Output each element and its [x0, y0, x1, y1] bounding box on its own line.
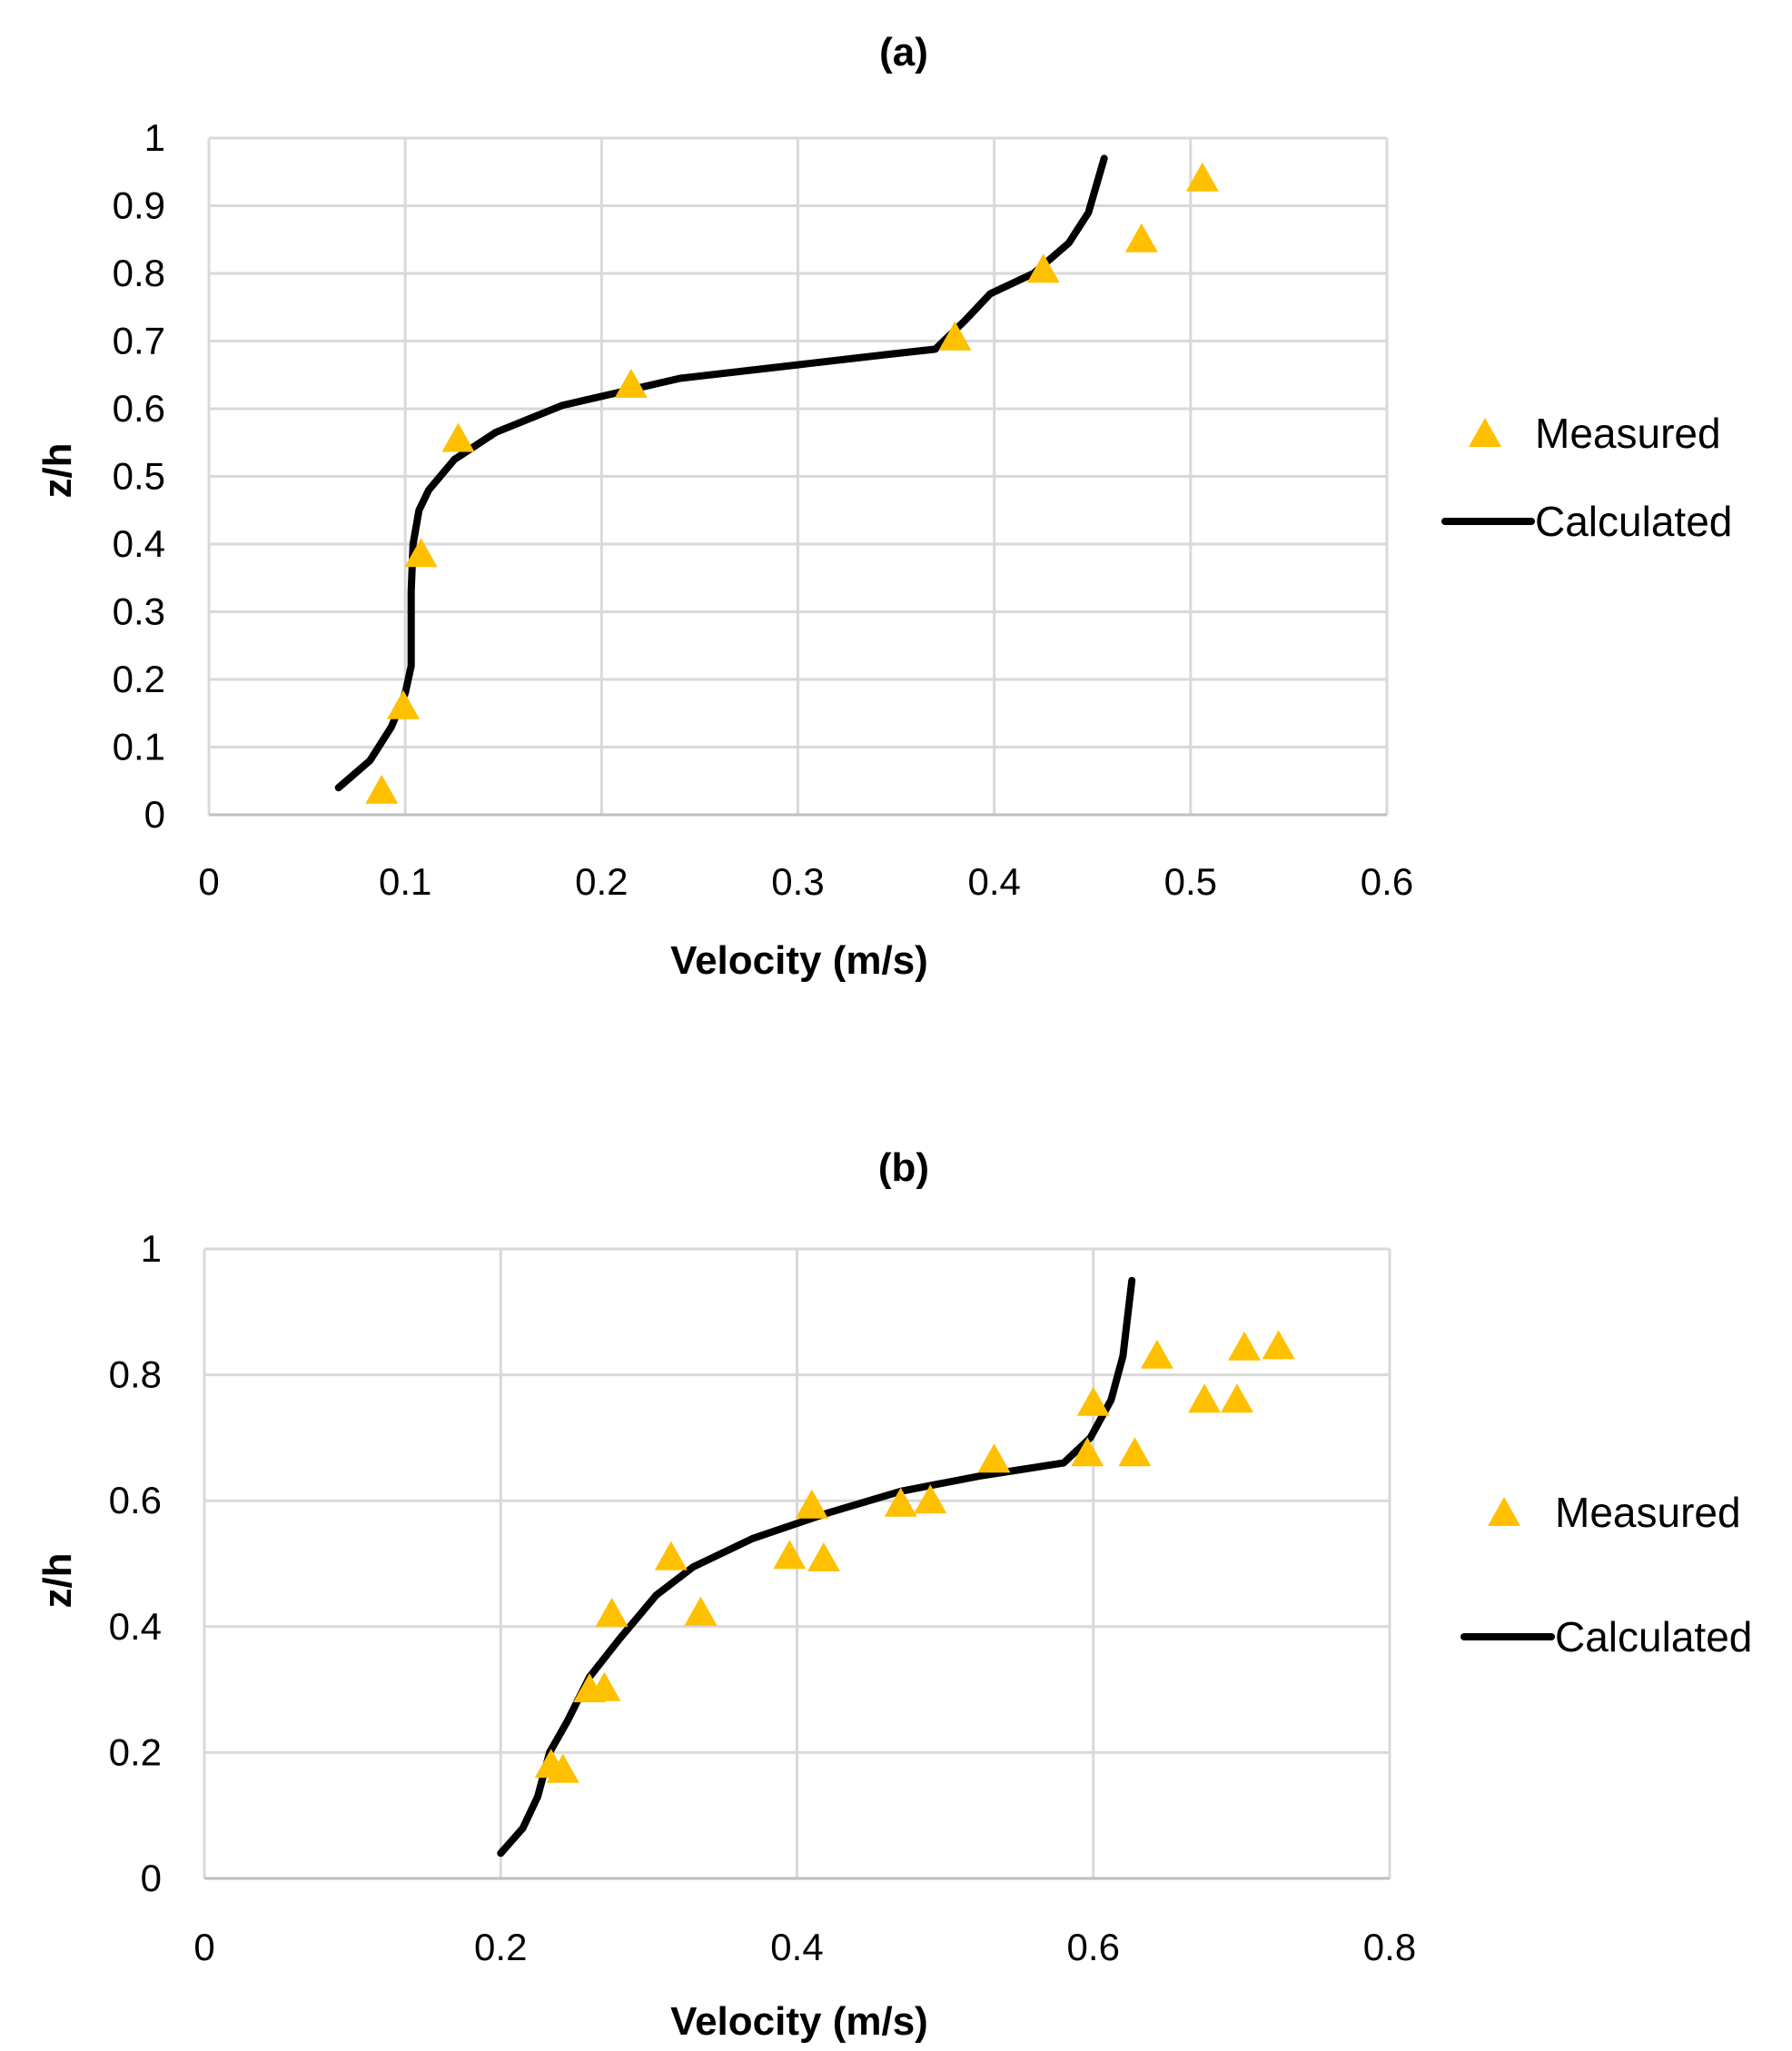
chart-b-measured-point — [807, 1542, 840, 1571]
chart-a-grid — [207, 136, 1389, 817]
chart-b-measured-point — [1076, 1386, 1110, 1416]
chart-b-legend-measured-marker — [1488, 1497, 1520, 1526]
chart-a-measured-point — [938, 321, 972, 351]
chart-a-xtick-label: 0 — [198, 860, 219, 903]
chart-b-legend-calculated-label: Calculated — [1555, 1613, 1752, 1660]
chart-b-legend-measured-label: Measured — [1555, 1489, 1741, 1536]
chart-a-xtick-label: 0.3 — [771, 860, 824, 903]
chart-b-measured-point — [1140, 1339, 1173, 1369]
chart-b-measured-point — [1221, 1383, 1253, 1413]
chart-b-measured-point — [684, 1596, 718, 1626]
chart-b: (b) 0 0.2 0.4 0.6 0.8 1 0 0.2 0.4 0.6 0.8 Velocity… — [35, 1145, 1752, 2044]
chart-a-ylabel: z/h — [35, 442, 80, 498]
chart-a-measured-point — [387, 689, 420, 719]
chart-b-measured-point — [1071, 1437, 1104, 1467]
chart-b-measured-point — [1118, 1437, 1152, 1467]
chart-b-measured-point — [884, 1487, 917, 1517]
chart-b-measured-point — [595, 1597, 629, 1627]
chart-a-legend: Measured Calculated — [1441, 410, 1732, 545]
chart-a-ytick-label: 0 — [144, 793, 165, 836]
chart-a-legend-measured-marker — [1469, 418, 1501, 447]
chart-b-grid — [203, 1247, 1391, 1880]
chart-b-measured-point — [773, 1540, 807, 1570]
chart-a-legend-measured-label: Measured — [1535, 410, 1721, 457]
chart-a-measured-point — [365, 774, 399, 804]
chart-a-xtick-label: 0.4 — [967, 860, 1020, 903]
chart-a-measured-point — [1026, 253, 1060, 283]
chart-a-title: (a) — [879, 30, 928, 74]
chart-b-ytick-label: 0.2 — [109, 1730, 162, 1773]
chart-a-ytick-label: 0.3 — [113, 590, 165, 633]
chart-b-series — [497, 1276, 1295, 1858]
chart-b-ytick-label: 0.8 — [109, 1353, 162, 1396]
chart-a-ytick-label: 0.5 — [113, 455, 165, 498]
chart-b-xtick-label: 0.4 — [770, 1926, 823, 1968]
chart-b-measured-point — [588, 1671, 621, 1701]
chart-a-ticks: 0 0.1 0.2 0.3 0.4 0.5 0.6 0.7 0.8 0.9 1 0 0.1 0.2 0.3 0… — [113, 116, 1414, 903]
chart-b-measured-point — [1188, 1383, 1222, 1413]
chart-b-ytick-label: 0.4 — [109, 1605, 162, 1648]
chart-a-calculated-line — [334, 154, 1108, 792]
chart-b-ytick-label: 1 — [141, 1227, 162, 1270]
chart-b-measured-point — [1262, 1330, 1295, 1360]
chart-a-xlabel: Velocity (m/s) — [670, 938, 928, 983]
chart-a-xtick-label: 0.6 — [1361, 860, 1413, 903]
chart-b-measured-point — [654, 1541, 688, 1570]
chart-b-xtick-label: 0.6 — [1067, 1926, 1120, 1968]
chart-b-legend: Measured Calculated — [1460, 1489, 1752, 1660]
chart-b-title: (b) — [878, 1145, 929, 1190]
chart-a: (a) 0 0.1 0.2 0.3 0.4 0.5 0.6 0.7 0.8 0.9 1 0 0.1 0.2… — [35, 30, 1732, 983]
chart-a-ytick-label: 0.4 — [113, 522, 165, 565]
chart-a-series — [334, 154, 1219, 804]
chart-a-ytick-label: 0.6 — [113, 387, 165, 430]
chart-b-measured-point — [977, 1443, 1011, 1473]
chart-a-xtick-label: 0.2 — [575, 860, 628, 903]
chart-a-ytick-label: 1 — [144, 116, 165, 159]
chart-a-xtick-label: 0.5 — [1164, 860, 1217, 903]
chart-b-ytick-label: 0 — [141, 1857, 162, 1899]
chart-a-ytick-label: 0.7 — [113, 320, 165, 362]
chart-b-measured-point — [1228, 1331, 1262, 1361]
chart-a-legend-calculated-label: Calculated — [1535, 498, 1732, 545]
chart-a-xtick-label: 0.1 — [379, 860, 431, 903]
chart-b-ticks: 0 0.2 0.4 0.6 0.8 1 0 0.2 0.4 0.6 0.8 — [109, 1227, 1417, 1968]
chart-a-measured-point — [614, 368, 648, 398]
chart-a-ytick-label: 0.8 — [113, 252, 165, 294]
chart-b-xtick-label: 0 — [193, 1926, 214, 1968]
chart-b-xlabel: Velocity (m/s) — [670, 1999, 928, 2044]
chart-b-xtick-label: 0.8 — [1363, 1926, 1416, 1968]
chart-a-measured-point — [404, 538, 438, 568]
chart-b-measured-point — [914, 1484, 947, 1514]
chart-a-ytick-label: 0.1 — [113, 726, 165, 768]
chart-a-ytick-label: 0.2 — [113, 658, 165, 700]
chart-b-measured-point — [546, 1753, 579, 1783]
chart-b-measured-point — [795, 1489, 828, 1519]
chart-b-ylabel: z/h — [35, 1552, 80, 1608]
chart-b-xtick-label: 0.2 — [474, 1926, 527, 1968]
chart-a-measured-point — [1124, 223, 1158, 253]
chart-a-ytick-label: 0.9 — [113, 184, 165, 227]
chart-b-ytick-label: 0.6 — [109, 1479, 162, 1521]
chart-a-measured-point — [1185, 162, 1219, 192]
chart-a-measured-point — [441, 422, 475, 452]
